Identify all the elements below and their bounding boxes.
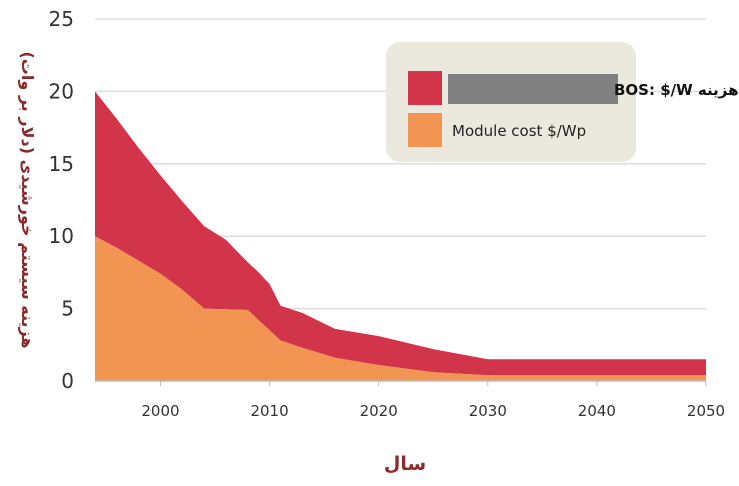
legend-label-module: Module cost $/Wp	[452, 122, 586, 140]
legend-swatch-module	[408, 113, 442, 147]
x-tick-label-2030: 2030	[469, 402, 507, 420]
x-tick-label-2010: 2010	[250, 402, 288, 420]
x-axis-title: سال	[384, 453, 426, 475]
y-tick-label-20: 20	[49, 79, 74, 103]
y-tick-label-25: 25	[49, 7, 74, 31]
area-series-module	[95, 236, 706, 381]
x-tick-label-2000: 2000	[141, 402, 179, 420]
x-tick-label-2050: 2050	[687, 402, 725, 420]
legend-label-bos: هزینه BOS: $/W	[614, 81, 738, 99]
x-tick-label-2020: 2020	[360, 402, 398, 420]
x-tick-labels: 2000 2010 2020 2030 2040 2050	[141, 381, 725, 420]
legend-label-background	[448, 74, 618, 104]
y-tick-label-5: 5	[61, 297, 74, 321]
y-axis-title: هزینه سیستم خورشیدی (دلار بر وات)	[18, 51, 37, 348]
y-tick-labels: 0 5 10 15 20 25	[49, 7, 74, 393]
legend: هزینه BOS: $/W Module cost $/Wp	[386, 42, 738, 162]
legend-swatch-bos	[408, 71, 442, 105]
plot-areas	[95, 91, 706, 381]
x-tick-label-2040: 2040	[578, 402, 616, 420]
area-series-bos	[95, 91, 706, 376]
y-tick-label-15: 15	[49, 152, 74, 176]
y-tick-label-10: 10	[49, 224, 74, 248]
y-tick-label-0: 0	[61, 369, 74, 393]
